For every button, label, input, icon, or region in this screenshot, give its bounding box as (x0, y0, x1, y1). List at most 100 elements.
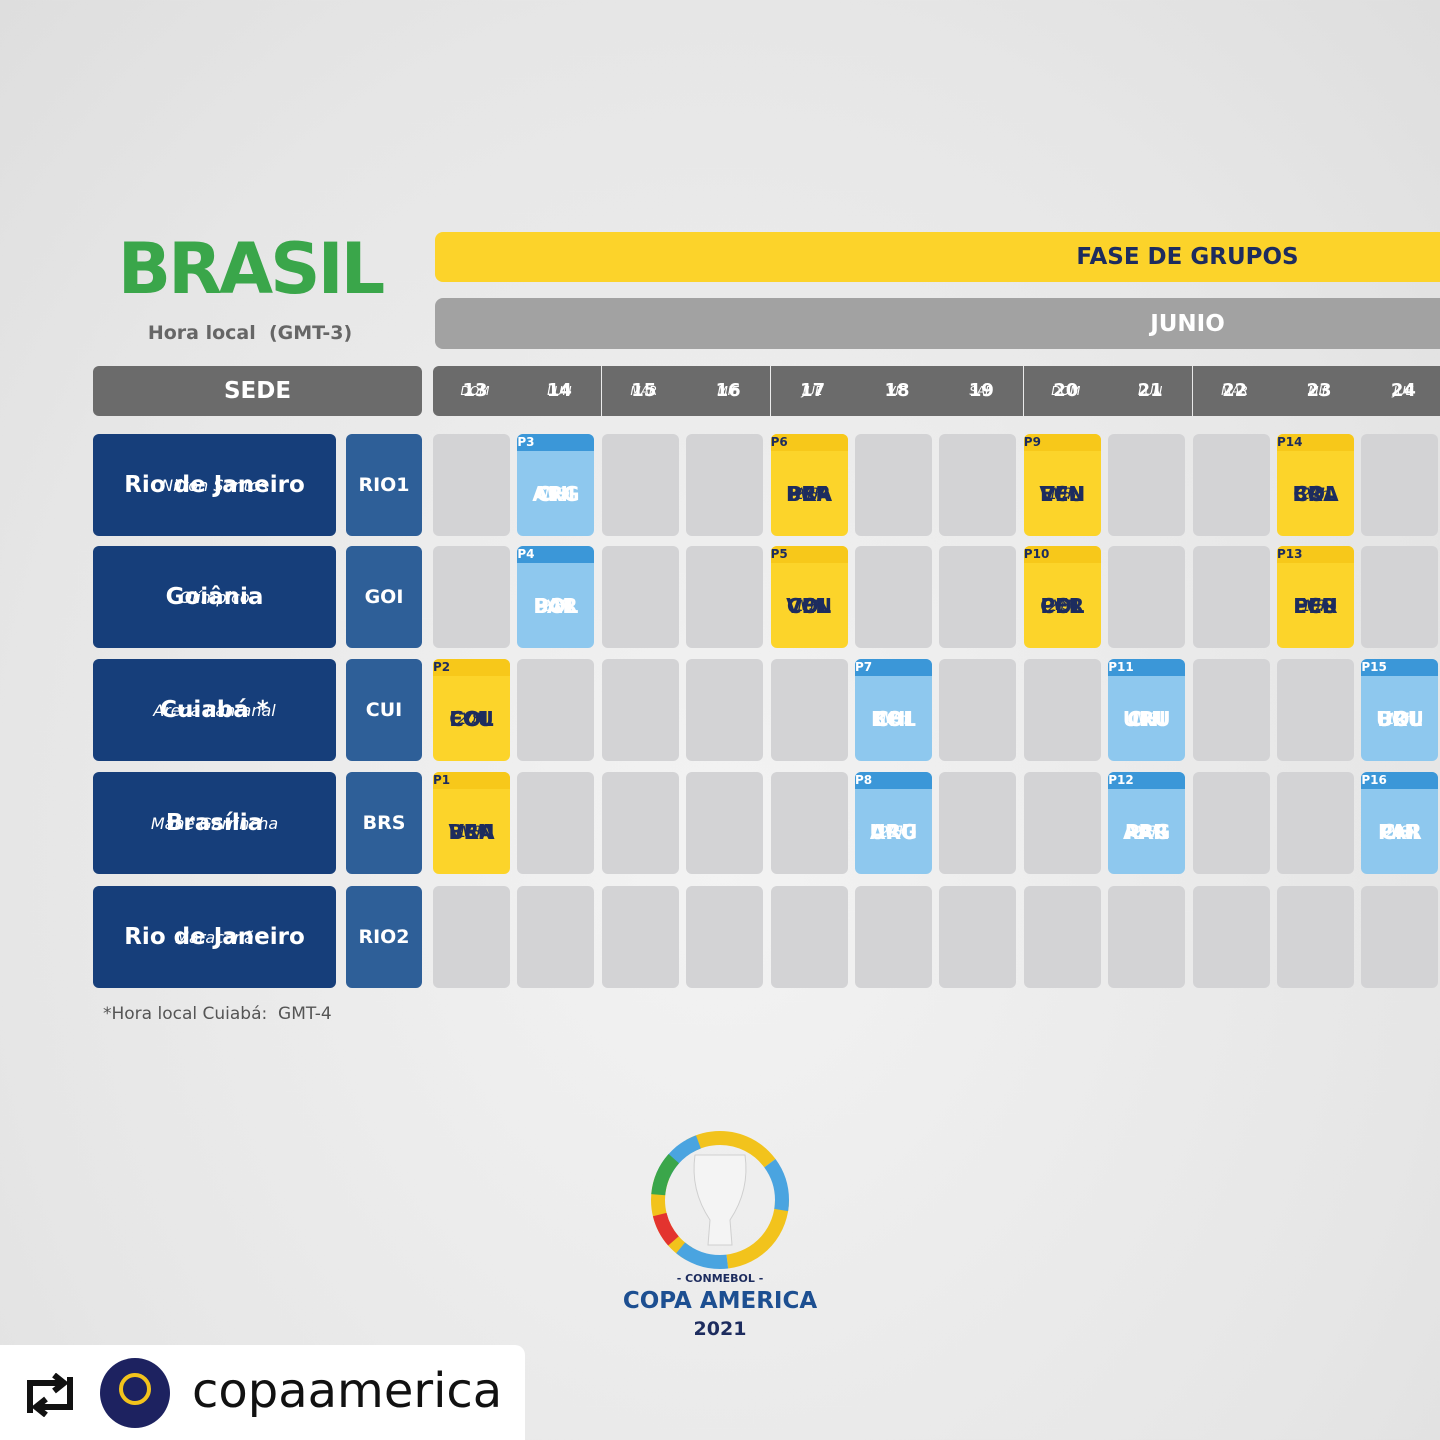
venue-code: CUI (365, 699, 403, 721)
kickoff-time: 18h (794, 596, 824, 615)
home-team: COL (786, 594, 832, 618)
away-team: CHI (536, 482, 576, 506)
day-number: 20 (1053, 380, 1079, 401)
away-team: BOL (871, 707, 916, 731)
logo-org: - CONMEBOL - (676, 1272, 764, 1285)
weekday: MAR (1221, 384, 1249, 398)
empty-cell (601, 772, 679, 874)
match-body: CHI VS BOL 17h (855, 677, 932, 761)
vs: VS (799, 485, 819, 502)
empty-cell (1108, 886, 1186, 988)
kickoff-time: 21h (1048, 596, 1077, 615)
kickoff-time: 18h (541, 484, 571, 503)
weekday: MIE (1308, 384, 1330, 398)
match-header: P1 (433, 772, 510, 789)
match-card: P6 BRA VS PER 21h (770, 434, 848, 536)
match-body: ARG VS URU 21h (855, 790, 932, 874)
avatar[interactable] (99, 1357, 171, 1429)
vs: VS (462, 710, 481, 727)
empty-cell (686, 886, 764, 988)
logo-name: COPA AMERICA (622, 1288, 818, 1314)
weekday: LUN (547, 384, 572, 398)
match-id: P2 (433, 660, 451, 674)
match-header: P5 (770, 546, 848, 563)
empty-cell (1108, 434, 1186, 536)
venue-box: Brasília Mané Garrincha (93, 772, 336, 874)
kickoff-time: 21h (794, 484, 824, 503)
venue-box: Rio de Janeiro Nilton Santos (93, 434, 336, 536)
match-card: P1 BRA VS VEN 18h (433, 772, 510, 874)
kickoff-time: 18h (1048, 484, 1077, 503)
stadium: Mané Garrincha (150, 813, 279, 833)
code-box: GOI (346, 546, 422, 648)
vs: VS (546, 597, 566, 614)
match-card: P11 URU VS CHI 17h (1108, 659, 1186, 761)
empty-cell (517, 772, 595, 874)
match-card: P3 ARG VS CHI 18h (517, 434, 595, 536)
home-team: URU (1122, 707, 1171, 731)
day-header: 19 SAB (939, 366, 1024, 416)
day-header: 18 VIE (855, 366, 939, 416)
vs: VS (546, 485, 566, 502)
empty-cell (1108, 546, 1186, 648)
code-box: RIO2 (346, 886, 422, 988)
day-header: 21 LUN (1108, 366, 1193, 416)
away-team: CHI (1127, 707, 1167, 731)
empty-cell (686, 546, 764, 648)
weekday: DOM (460, 384, 490, 398)
day-number: 23 (1306, 380, 1332, 401)
match-id: P13 (1277, 547, 1303, 561)
match-id: P10 (1023, 547, 1050, 561)
match-body: CHI VS PAR 21h (1361, 790, 1438, 874)
repost-icon[interactable] (22, 1373, 78, 1417)
home-team: CHI (1380, 820, 1420, 844)
empty-cell (939, 546, 1017, 648)
trophy-logo (651, 1131, 789, 1269)
empty-cell (601, 546, 679, 648)
day-number: 18 (884, 380, 910, 401)
home-team: BOL (1377, 707, 1423, 731)
away-team: PER (787, 482, 831, 506)
vs: VS (1137, 710, 1156, 727)
empty-cell (1192, 772, 1270, 874)
username[interactable]: copaamerica (192, 1363, 503, 1419)
match-card: P8 ARG VS URU 21h (855, 772, 932, 874)
city: Cuiabá * (160, 697, 269, 723)
match-id: P9 (1023, 435, 1041, 449)
empty-cell (686, 659, 764, 761)
empty-cell (517, 659, 595, 761)
empty-cell (939, 659, 1017, 761)
stadium: Nilton Santos (161, 475, 268, 495)
home-team: COL (1040, 594, 1085, 618)
match-id: P8 (855, 773, 873, 787)
avatar-logo (119, 1373, 151, 1405)
empty-cell (770, 659, 848, 761)
home-team: PAR (534, 594, 578, 618)
home-team: VEN (1039, 482, 1086, 506)
vs: VS (884, 823, 903, 840)
empty-cell (1192, 659, 1270, 761)
vs: VS (1390, 823, 1410, 840)
day-header: 14 LUN (517, 366, 602, 416)
month: JUNIO (1150, 310, 1225, 337)
empty-cell (1023, 886, 1101, 988)
match-header: P7 (855, 659, 932, 676)
vs: VS (1137, 823, 1156, 840)
kickoff-time: 21h (879, 822, 908, 841)
kickoff-time: 20h (457, 709, 486, 728)
vs: VS (1053, 597, 1072, 614)
city: Rio de Janeiro (124, 472, 305, 498)
away-team: PER (1293, 594, 1338, 618)
phase-bar: FASE DE GRUPOS (435, 232, 1440, 282)
day-number: 14 (546, 380, 572, 401)
empty-cell (1192, 434, 1270, 536)
day-number: 15 (631, 380, 657, 401)
empty-cell (1023, 772, 1101, 874)
code-box: BRS (346, 772, 422, 874)
match-card: P2 COL VS ECU 20h (433, 659, 510, 761)
away-team: COL (1293, 482, 1338, 506)
match-id: P3 (517, 435, 535, 449)
match-body: URU VS CHI 17h (1108, 677, 1185, 761)
